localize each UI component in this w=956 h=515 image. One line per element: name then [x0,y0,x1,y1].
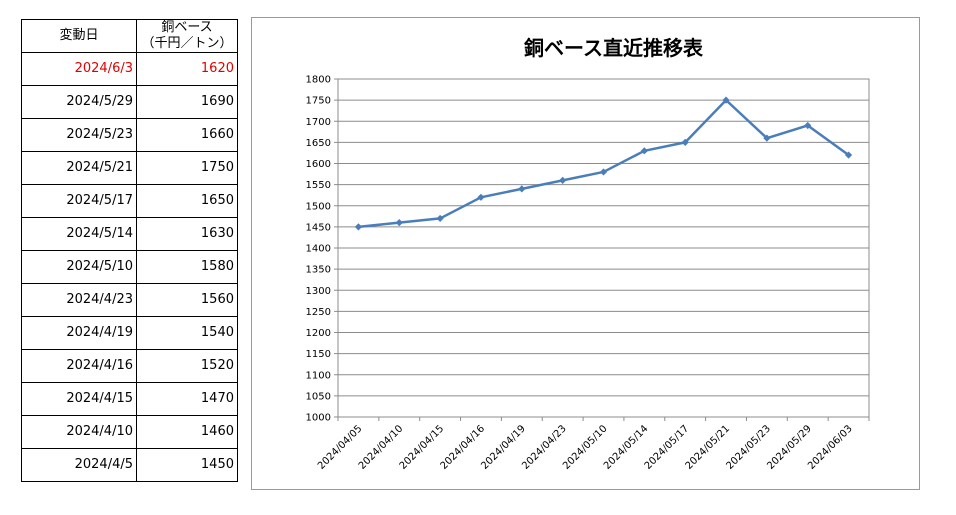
row-date: 2024/5/21 [21,151,137,185]
y-tick-label: 1700 [306,117,331,128]
table-row: 2024/4/5 1450 [21,448,238,482]
row-value: 1620 [136,52,238,86]
row-value: 1450 [136,448,238,482]
y-tick-label: 1400 [306,244,331,255]
row-date: 2024/4/23 [21,283,137,317]
y-tick-label: 1600 [306,159,331,170]
y-tick-label: 1650 [306,138,331,149]
y-tick-label: 1800 [306,75,331,86]
y-tick-label: 1200 [306,328,331,339]
y-tick-label: 1050 [306,391,331,402]
data-point [640,147,648,155]
table-body: 2024/6/3 1620 2024/5/29 1690 2024/5/23 1660 20… [21,52,238,482]
row-value: 1580 [136,250,238,284]
row-value: 1690 [136,85,238,119]
y-tick-label: 1150 [306,349,331,360]
row-value: 1660 [136,118,238,152]
row-value: 1650 [136,184,238,218]
table-row: 2024/6/3 1620 [21,52,238,86]
header-value-line2: （千円／トン） [141,36,233,51]
row-date: 2024/4/5 [21,448,137,482]
data-point [681,138,689,146]
header-value-line1: 銅ベース [161,20,213,35]
y-tick-label: 1250 [306,307,331,318]
table-header-row: 変動日 銅ベース （千円／トン） [21,19,238,53]
row-date: 2024/5/29 [21,85,137,119]
data-point [477,193,485,201]
table-row: 2024/4/19 1540 [21,316,238,350]
data-point [763,134,771,142]
data-point [722,96,730,104]
table-row: 2024/4/10 1460 [21,415,238,449]
row-date: 2024/4/15 [21,382,137,416]
row-value: 1630 [136,217,238,251]
y-tick-label: 1500 [306,201,331,212]
row-value: 1520 [136,349,238,383]
row-date: 2024/4/10 [21,415,137,449]
data-point [844,151,853,159]
row-value: 1460 [136,415,238,449]
plot-area [337,78,870,418]
y-tick-label: 1750 [306,96,331,107]
row-date: 2024/4/16 [21,349,137,383]
y-tick-label: 1550 [306,180,331,191]
table-row: 2024/4/16 1520 [21,349,238,383]
header-date: 変動日 [21,19,137,53]
row-date: 2024/5/14 [21,217,137,251]
row-value: 1750 [136,151,238,185]
chart-frame: 銅ベース直近推移表 1000 1050 1100 1150 1200 1250 1300 135… [251,17,920,490]
y-tick-label: 1000 [306,413,331,424]
row-value: 1470 [136,382,238,416]
row-date: 2024/5/23 [21,118,137,152]
table-row: 2024/5/14 1630 [21,217,238,251]
data-point [518,185,526,193]
row-date: 2024/4/19 [21,316,137,350]
table-row: 2024/4/23 1560 [21,283,238,317]
price-table: 変動日 銅ベース （千円／トン） 2024/6/3 1620 2024/5/29 16… [21,19,238,482]
line-chart: 銅ベース直近推移表 1000 1050 1100 1150 1200 1250 1300 135… [306,36,870,472]
row-date: 2024/5/17 [21,184,137,218]
table-row: 2024/5/17 1650 [21,184,238,218]
x-tick-label: 2024/06/03 [806,423,855,472]
table-row: 2024/5/23 1660 [21,118,238,152]
data-point [395,219,403,227]
y-tick-label: 1450 [306,222,331,233]
chart-title: 銅ベース直近推移表 [524,36,704,60]
y-tick-label: 1350 [306,265,331,276]
data-point [599,168,608,176]
table-row: 2024/5/29 1690 [21,85,238,119]
row-date: 2024/6/3 [21,52,137,86]
table-row: 2024/4/15 1470 [21,382,238,416]
table-row: 2024/5/10 1580 [21,250,238,284]
row-value: 1540 [136,316,238,350]
header-value: 銅ベース （千円／トン） [136,19,238,53]
y-tick-label: 1100 [306,370,331,381]
table-row: 2024/5/21 1750 [21,151,238,185]
data-point [354,223,363,231]
row-date: 2024/5/10 [21,250,137,284]
row-value: 1560 [136,283,238,317]
data-point [804,121,812,130]
y-tick-label: 1300 [306,286,331,297]
data-point [559,176,567,184]
